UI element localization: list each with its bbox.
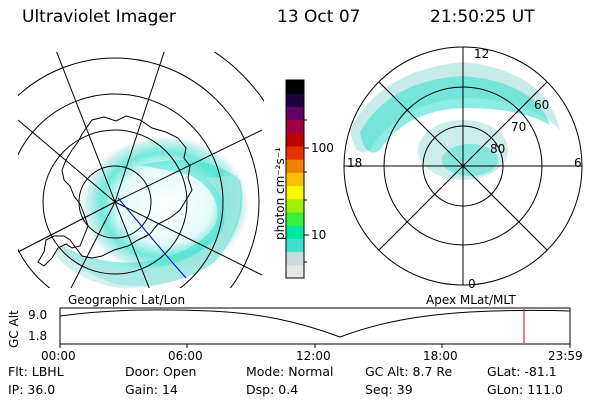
- geo-map-caption: Geographic Lat/Lon: [68, 293, 186, 307]
- time-tick-0600: 06:00: [168, 349, 203, 363]
- mlat-label-60: 60: [534, 98, 550, 112]
- instrument-title: Ultraviolet Imager: [22, 7, 176, 27]
- altitude-ytick-high: 9.0: [28, 308, 48, 322]
- colorbar-swatch: [286, 185, 304, 200]
- info-gc-alt: GC Alt: 8.7 Re: [365, 364, 453, 379]
- geographic-map: [18, 52, 264, 288]
- geo-aurora-emission: [55, 135, 250, 288]
- altitude-curve: [59, 309, 571, 338]
- altitude-ylabel: GC Alt: [7, 310, 21, 348]
- info-ip: IP: 36.0: [8, 382, 56, 397]
- info-glon: GLon: 111.0: [487, 382, 563, 397]
- colorbar-swatches: [286, 80, 304, 279]
- colorbar-unit-label: photon cm⁻²s⁻¹: [273, 147, 287, 240]
- colorbar-swatch: [286, 80, 304, 94]
- mlt-label-12: 12: [474, 47, 490, 61]
- mlat-label-70: 70: [511, 120, 527, 134]
- satellite-track: [117, 197, 187, 279]
- colorbar-swatch: [286, 93, 304, 107]
- image-date: 13 Oct 07: [277, 7, 361, 27]
- time-tick-1200: 12:00: [296, 349, 331, 363]
- colorbar-swatch: [286, 225, 304, 239]
- polar-mlt-lines: [344, 47, 582, 285]
- info-dsp: Dsp: 0.4: [246, 382, 299, 397]
- info-gain: Gain: 14: [125, 382, 178, 397]
- colorbar-swatch: [286, 172, 304, 187]
- colorbar-swatch: [286, 132, 304, 147]
- altitude-plot: [59, 307, 571, 348]
- time-tick-1800: 18:00: [423, 349, 458, 363]
- time-tick-0000: 00:00: [41, 349, 76, 363]
- colorbar-swatch: [286, 146, 304, 160]
- colorbar-swatch: [286, 264, 304, 279]
- polar-map-caption: Apex MLat/MLT: [426, 293, 516, 307]
- info-filter: Flt: LBHL: [8, 364, 64, 379]
- colorbar: [285, 79, 309, 279]
- altitude-ytick-low: 1.8: [28, 329, 48, 343]
- colorbar-swatch: [286, 198, 304, 213]
- mlt-label-18: 18: [347, 156, 363, 170]
- info-seq: Seq: 39: [365, 382, 413, 397]
- mlt-label-0: 0: [468, 277, 476, 291]
- colorbar-tick-10: 10: [311, 228, 327, 242]
- info-door: Door: Open: [125, 364, 197, 379]
- info-glat: GLat: -81.1: [487, 364, 557, 379]
- geo-meridians: [18, 52, 263, 288]
- colorbar-swatch: [286, 212, 304, 226]
- geo-lat-circles: [18, 52, 264, 288]
- colorbar-swatch: [286, 106, 304, 121]
- time-tick-2359: 23:59: [548, 349, 583, 363]
- colorbar-swatch: [286, 159, 304, 173]
- image-time: 21:50:25 UT: [430, 7, 535, 27]
- colorbar-tick-100: 100: [311, 141, 334, 155]
- colorbar-swatch: [286, 119, 304, 134]
- mlt-label-6: 6: [574, 156, 582, 170]
- colorbar-swatch: [286, 251, 304, 266]
- info-mode: Mode: Normal: [246, 364, 334, 379]
- mlat-label-80: 80: [490, 142, 506, 156]
- antarctica-outline: [37, 115, 193, 267]
- colorbar-swatch: [286, 238, 304, 253]
- polar-map: [343, 46, 583, 286]
